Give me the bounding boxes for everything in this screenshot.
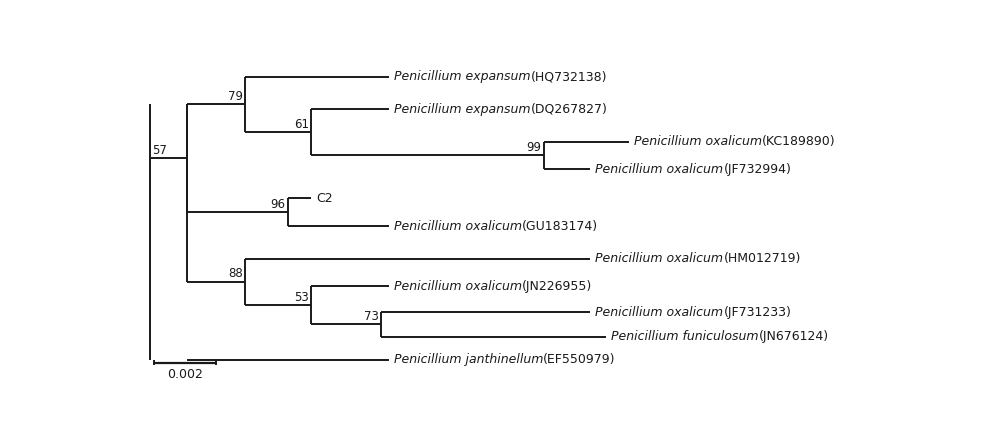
Text: Penicillium oxalicum: Penicillium oxalicum	[394, 219, 522, 233]
Text: (JN676124): (JN676124)	[758, 330, 829, 343]
Text: (EF550979): (EF550979)	[543, 354, 616, 366]
Text: Penicillium oxalicum: Penicillium oxalicum	[595, 163, 723, 176]
Text: (JN226955): (JN226955)	[522, 280, 592, 293]
Text: Penicillium expansum: Penicillium expansum	[394, 70, 530, 83]
Text: (HM012719): (HM012719)	[723, 252, 801, 265]
Text: (DQ267827): (DQ267827)	[530, 103, 607, 116]
Text: 79: 79	[228, 90, 243, 103]
Text: 73: 73	[364, 310, 378, 323]
Text: Penicillium oxalicum: Penicillium oxalicum	[595, 252, 723, 265]
Text: 57: 57	[152, 144, 167, 157]
Text: 88: 88	[228, 267, 243, 280]
Text: 53: 53	[294, 291, 309, 304]
Text: 0.002: 0.002	[168, 368, 203, 381]
Text: Penicillium funiculosum: Penicillium funiculosum	[611, 330, 758, 343]
Text: Penicillium janthinellum: Penicillium janthinellum	[394, 354, 543, 366]
Text: C2: C2	[316, 192, 333, 205]
Text: 61: 61	[294, 118, 309, 131]
Text: Penicillium expansum: Penicillium expansum	[394, 103, 530, 116]
Text: (KC189890): (KC189890)	[762, 135, 836, 148]
Text: (JF732994): (JF732994)	[723, 163, 791, 176]
Text: 96: 96	[270, 197, 285, 211]
Text: (HQ732138): (HQ732138)	[530, 70, 607, 83]
Text: (JF731233): (JF731233)	[723, 306, 791, 319]
Text: 99: 99	[526, 141, 541, 154]
Text: Penicillium oxalicum: Penicillium oxalicum	[595, 306, 723, 319]
Text: (GU183174): (GU183174)	[522, 219, 598, 233]
Text: Penicillium oxalicum: Penicillium oxalicum	[634, 135, 762, 148]
Text: Penicillium oxalicum: Penicillium oxalicum	[394, 280, 522, 293]
